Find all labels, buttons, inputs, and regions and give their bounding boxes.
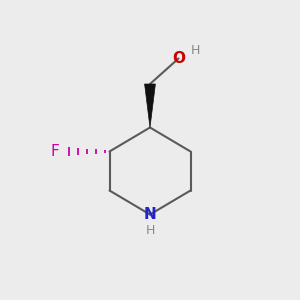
Text: H: H — [190, 44, 200, 58]
Text: N: N — [144, 207, 156, 222]
Text: F: F — [50, 144, 59, 159]
Text: H: H — [145, 224, 155, 238]
Polygon shape — [145, 84, 155, 128]
Text: O: O — [172, 51, 185, 66]
